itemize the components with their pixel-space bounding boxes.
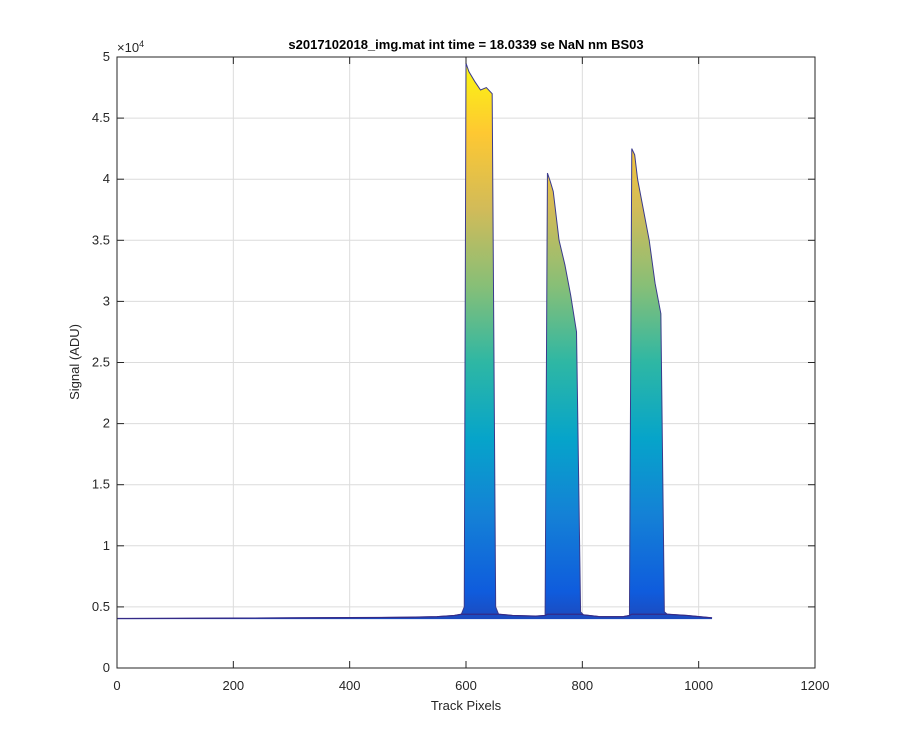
- x-tick-label: 600: [455, 678, 477, 693]
- x-tick-label: 0: [113, 678, 120, 693]
- y-tick-label: 2.5: [92, 355, 110, 370]
- x-tick-label: 1000: [684, 678, 713, 693]
- y-tick-label: 0: [103, 660, 110, 675]
- tick-marks: [116, 56, 816, 669]
- x-tick-label: 200: [222, 678, 244, 693]
- x-axis-label: Track Pixels: [431, 698, 502, 713]
- baseline-trace: [117, 613, 713, 620]
- y-tick-label: 4.5: [92, 110, 110, 125]
- baseline-mask: [117, 619, 815, 668]
- y-tick-label: 1: [103, 538, 110, 553]
- x-tick-label: 1200: [801, 678, 830, 693]
- y-tick-label: 3: [103, 293, 110, 308]
- chart-title: s2017102018_img.mat int time = 18.0339 s…: [288, 37, 643, 52]
- y-tick-label: 5: [103, 49, 110, 64]
- y-tick-label: 0.5: [92, 599, 110, 614]
- y-axis-label: Signal (ADU): [67, 324, 82, 400]
- y-tick-label: 1.5: [92, 477, 110, 492]
- y-exponent-label: ×104: [117, 39, 144, 55]
- y-tick-label: 2: [103, 416, 110, 431]
- tick-labels: 0 200 400 600 800 1000 1200 0 0.5 1 1.5 2 2.5 3 3.5 4 4.…: [92, 49, 830, 693]
- x-tick-label: 800: [571, 678, 593, 693]
- y-tick-label: 4: [103, 171, 110, 186]
- data-layer: [117, 62, 815, 668]
- signal-area: [117, 63, 713, 668]
- y-tick-label: 3.5: [92, 232, 110, 247]
- y-exponent-power: 4: [139, 39, 144, 49]
- x-tick-label: 400: [339, 678, 361, 693]
